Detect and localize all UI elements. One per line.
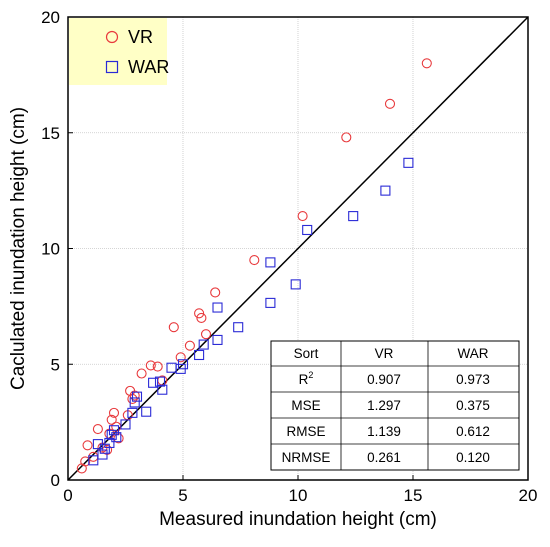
- point-war: [403, 157, 414, 168]
- point-war: [302, 224, 313, 236]
- point-war: [120, 419, 131, 430]
- point-vr: [136, 368, 147, 379]
- point-war: [141, 406, 152, 417]
- point-war: [108, 425, 120, 436]
- point-vr: [184, 340, 195, 351]
- table-frame: [270, 340, 520, 471]
- point-vr: [129, 390, 140, 401]
- table-cell-vr: 1.139: [367, 424, 401, 439]
- y-tick-label: 0: [51, 471, 60, 490]
- point-war: [154, 376, 166, 387]
- point-war: [265, 297, 276, 308]
- point-vr: [145, 360, 156, 371]
- point-war: [233, 322, 244, 333]
- point-war: [177, 359, 189, 370]
- y-tick-label: 5: [51, 355, 60, 374]
- legend-box: [69, 18, 167, 85]
- point-vr: [249, 255, 260, 266]
- table-cell-war: 0.973: [456, 372, 490, 387]
- y-tick-label: 10: [41, 240, 60, 259]
- x-tick-label: 20: [519, 486, 538, 505]
- point-vr: [108, 407, 120, 418]
- point-war: [348, 211, 359, 222]
- table-cell-vr: 0.907: [367, 372, 401, 387]
- point-vr: [168, 322, 179, 333]
- point-vr: [200, 329, 212, 340]
- point-war: [212, 334, 223, 345]
- table-cell-vr: 0.261: [367, 450, 401, 465]
- point-vr: [196, 312, 207, 324]
- reference-line-y-equals-x: [67, 16, 529, 481]
- point-vr: [421, 58, 432, 69]
- point-war: [129, 397, 140, 408]
- table-cell-war: 0.120: [456, 450, 490, 465]
- legend-label-war: WAR: [128, 57, 169, 77]
- point-vr: [152, 361, 163, 372]
- point-war: [380, 185, 391, 196]
- y-tick-label: 20: [41, 8, 60, 27]
- table-row-label: NRMSE: [282, 450, 331, 465]
- point-war: [212, 302, 223, 313]
- point-war: [198, 339, 209, 350]
- table-row-label: MSE: [291, 398, 320, 413]
- point-war: [194, 349, 205, 361]
- y-tick-label: 15: [41, 124, 60, 143]
- point-vr: [92, 424, 103, 435]
- table-cell-war: 0.375: [456, 398, 490, 413]
- point-vr: [175, 352, 186, 363]
- legend-circle-marker: [105, 30, 119, 44]
- x-tick-label: 5: [178, 486, 187, 505]
- x-tick-label: 10: [289, 486, 308, 505]
- legend-label-vr: VR: [128, 27, 153, 47]
- table-cell-war: 0.612: [456, 424, 490, 439]
- point-war: [290, 279, 301, 290]
- point-war: [148, 377, 159, 388]
- table-cell-vr: 1.297: [367, 398, 401, 413]
- point-war: [157, 384, 168, 395]
- point-war: [265, 257, 276, 268]
- table-row-label: RMSE: [286, 424, 325, 439]
- point-vr: [297, 211, 308, 222]
- x-tick-label: 0: [63, 486, 72, 505]
- x-tick-label: 15: [404, 486, 423, 505]
- point-war: [88, 455, 99, 466]
- point-war: [111, 432, 122, 443]
- point-vr: [384, 98, 396, 109]
- axis-ticks: 0 5 10 15 20 0 5 10 15 20: [41, 8, 537, 505]
- table-header-war: WAR: [458, 346, 489, 361]
- point-war: [131, 391, 143, 402]
- point-vr: [80, 456, 91, 467]
- point-vr: [106, 414, 117, 425]
- point-vr: [341, 132, 352, 143]
- data-points: [76, 58, 432, 474]
- legend-square-marker: [105, 60, 119, 74]
- y-axis-label: Caclulated inundation height (cm): [8, 107, 29, 390]
- statistics-table: Sort VR WAR R2 0.907 0.973 MSE 1.297 0.3…: [270, 340, 520, 471]
- table-header-vr: VR: [375, 346, 394, 361]
- point-vr: [194, 308, 205, 319]
- table-header-sort: Sort: [294, 346, 319, 361]
- point-war: [127, 407, 138, 418]
- point-war: [97, 449, 108, 460]
- legend: VR WAR: [69, 18, 169, 85]
- point-vr: [82, 440, 93, 451]
- x-axis-label: Measured inundation height (cm): [159, 509, 437, 530]
- table-row-label: R2: [299, 370, 314, 387]
- point-war: [104, 437, 115, 449]
- point-vr: [210, 287, 221, 298]
